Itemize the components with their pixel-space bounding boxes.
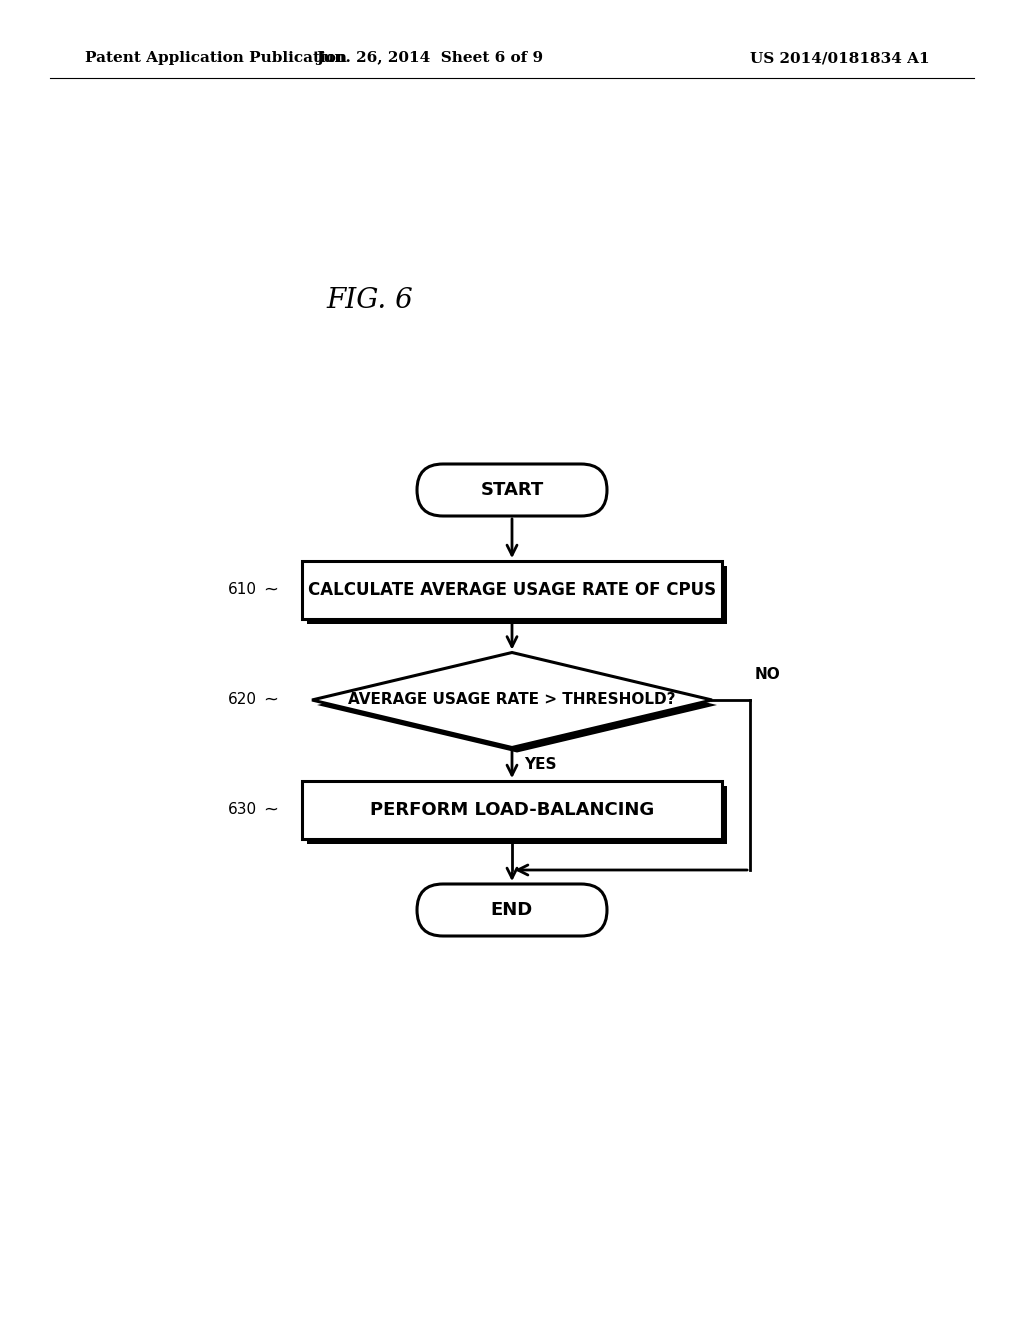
Text: US 2014/0181834 A1: US 2014/0181834 A1 — [751, 51, 930, 65]
Bar — [307, 566, 727, 624]
Text: FIG. 6: FIG. 6 — [327, 286, 414, 314]
Text: END: END — [490, 902, 534, 919]
Text: Jun. 26, 2014  Sheet 6 of 9: Jun. 26, 2014 Sheet 6 of 9 — [316, 51, 544, 65]
Text: 610: 610 — [228, 582, 257, 598]
Polygon shape — [312, 652, 712, 747]
Bar — [302, 561, 722, 619]
Text: PERFORM LOAD-BALANCING: PERFORM LOAD-BALANCING — [370, 801, 654, 818]
FancyBboxPatch shape — [417, 884, 607, 936]
Text: CALCULATE AVERAGE USAGE RATE OF CPUS: CALCULATE AVERAGE USAGE RATE OF CPUS — [308, 581, 716, 599]
Text: ~: ~ — [263, 801, 278, 818]
Text: 620: 620 — [228, 693, 257, 708]
Text: YES: YES — [524, 756, 556, 772]
Text: AVERAGE USAGE RATE > THRESHOLD?: AVERAGE USAGE RATE > THRESHOLD? — [348, 693, 676, 708]
Text: 630: 630 — [228, 803, 257, 817]
Polygon shape — [317, 657, 717, 752]
Bar — [307, 785, 727, 843]
Bar — [302, 781, 722, 840]
Text: START: START — [480, 480, 544, 499]
Text: Patent Application Publication: Patent Application Publication — [85, 51, 347, 65]
Text: ~: ~ — [263, 690, 278, 709]
FancyBboxPatch shape — [417, 465, 607, 516]
Text: NO: NO — [755, 667, 780, 682]
Text: ~: ~ — [263, 581, 278, 599]
